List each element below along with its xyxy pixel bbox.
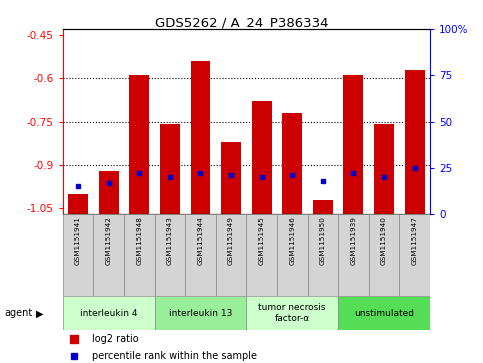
Bar [160, 125, 180, 214]
Text: log2 ratio: log2 ratio [92, 334, 139, 344]
Text: GSM1151945: GSM1151945 [258, 217, 265, 265]
Bar [63, 296, 155, 330]
Text: GSM1151949: GSM1151949 [228, 217, 234, 265]
Bar [99, 171, 119, 214]
Bar [313, 200, 333, 214]
Bar [282, 113, 302, 214]
Bar [338, 214, 369, 296]
Bar [216, 214, 246, 296]
Text: GSM1151946: GSM1151946 [289, 217, 295, 265]
Text: GSM1151943: GSM1151943 [167, 217, 173, 265]
Text: GSM1151948: GSM1151948 [136, 217, 142, 265]
Text: GSM1151941: GSM1151941 [75, 217, 81, 265]
Text: GSM1151939: GSM1151939 [350, 217, 356, 265]
Text: ▶: ▶ [36, 308, 44, 318]
Bar [369, 214, 399, 296]
Bar [129, 75, 149, 214]
Bar [93, 214, 124, 296]
Bar [277, 214, 308, 296]
Bar [246, 214, 277, 296]
Bar [338, 296, 430, 330]
Text: interleukin 4: interleukin 4 [80, 309, 138, 318]
Bar [221, 142, 241, 214]
Bar [124, 214, 155, 296]
Bar [155, 214, 185, 296]
Bar [246, 296, 338, 330]
Bar [399, 214, 430, 296]
Bar [68, 194, 88, 214]
Bar [374, 125, 394, 214]
Text: GSM1151947: GSM1151947 [412, 217, 418, 265]
Text: percentile rank within the sample: percentile rank within the sample [92, 351, 257, 361]
Bar [63, 214, 93, 296]
Text: agent: agent [5, 308, 33, 318]
Bar [190, 61, 211, 214]
Text: GSM1151940: GSM1151940 [381, 217, 387, 265]
Text: tumor necrosis
factor-α: tumor necrosis factor-α [258, 303, 326, 323]
Bar [308, 214, 338, 296]
Bar [405, 70, 425, 214]
Text: interleukin 13: interleukin 13 [169, 309, 232, 318]
Bar [155, 296, 246, 330]
Text: GDS5262 / A_24_P386334: GDS5262 / A_24_P386334 [155, 16, 328, 29]
Text: GSM1151950: GSM1151950 [320, 217, 326, 265]
Bar [252, 101, 271, 214]
Text: GSM1151942: GSM1151942 [106, 217, 112, 265]
Text: GSM1151944: GSM1151944 [198, 217, 203, 265]
Bar [185, 214, 216, 296]
Bar [343, 75, 363, 214]
Text: unstimulated: unstimulated [354, 309, 414, 318]
